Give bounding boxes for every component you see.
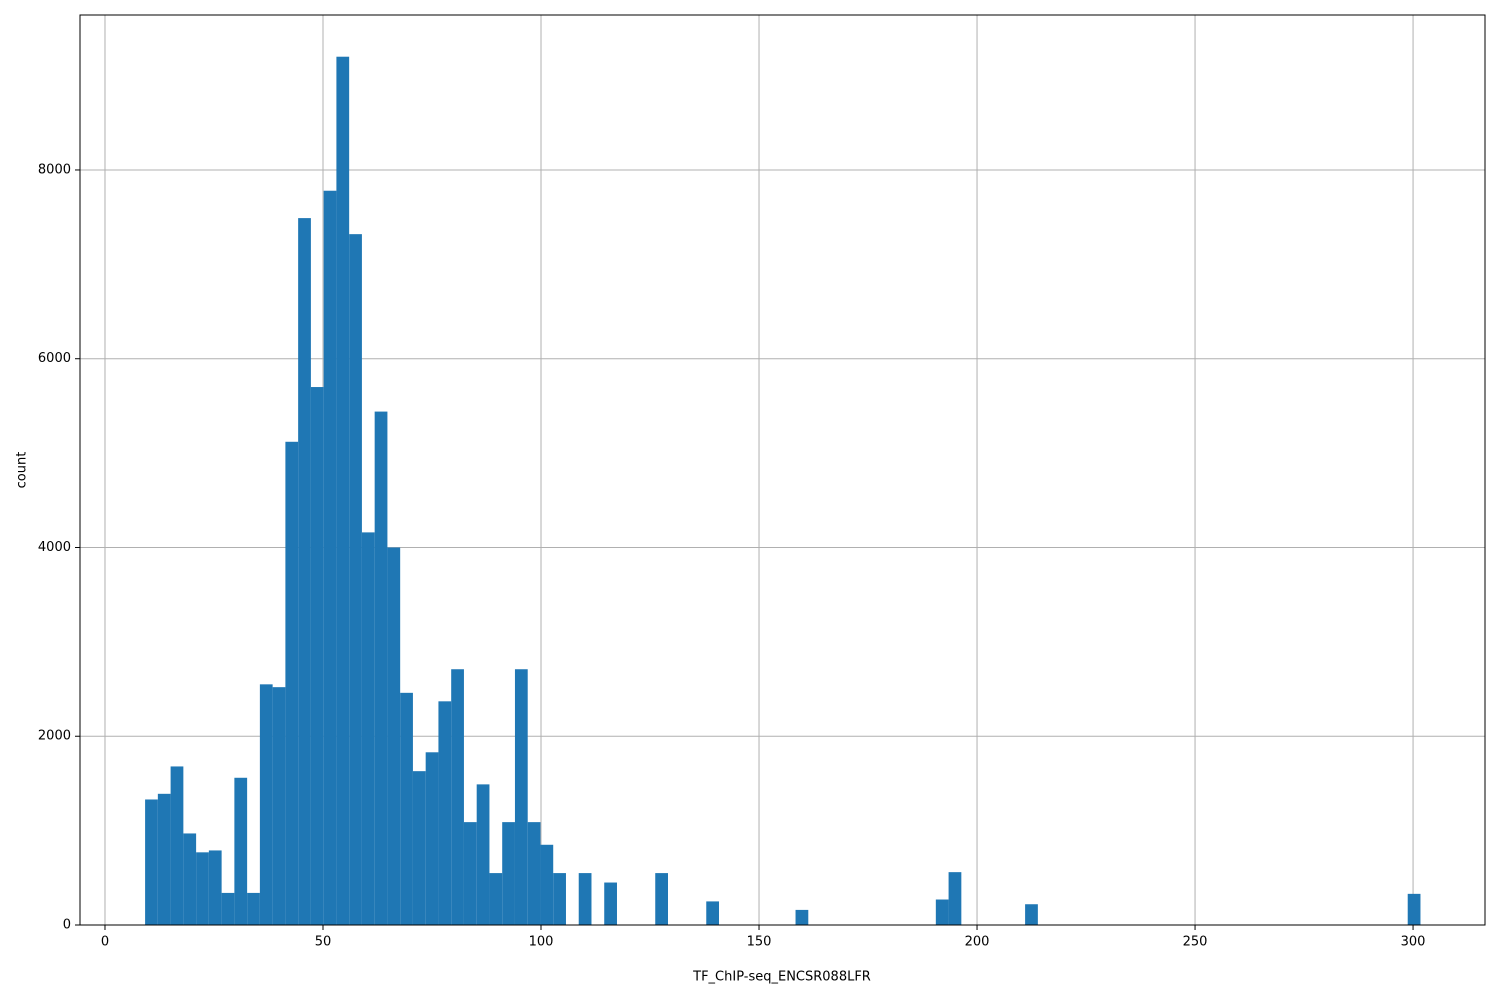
bar — [1025, 904, 1038, 925]
bar — [935, 899, 949, 925]
bar — [514, 669, 528, 925]
y-tick-label: 2000 — [38, 729, 71, 744]
bar — [183, 833, 197, 925]
bar — [502, 822, 515, 925]
x-tick-label: 300 — [1401, 935, 1426, 950]
bar — [272, 687, 286, 925]
y-axis-label: count — [15, 452, 30, 489]
y-tick-label: 8000 — [38, 162, 71, 177]
y-tick-label: 4000 — [38, 540, 71, 555]
y-tick-label: 0 — [63, 918, 71, 933]
bar — [655, 873, 669, 925]
bar — [604, 882, 617, 925]
bar — [221, 892, 235, 925]
bar — [247, 892, 260, 925]
bar — [578, 873, 592, 925]
bar — [259, 684, 273, 925]
x-tick-label: 50 — [315, 935, 332, 950]
bar — [463, 822, 477, 925]
bar — [948, 872, 962, 925]
bar — [208, 850, 222, 925]
bar — [1407, 893, 1421, 925]
bar — [795, 909, 809, 925]
bar — [540, 844, 554, 925]
bar — [489, 873, 503, 925]
bar — [706, 901, 720, 925]
bar — [527, 822, 541, 925]
x-tick-label: 0 — [101, 935, 109, 950]
bar — [285, 441, 299, 925]
x-tick-label: 200 — [965, 935, 990, 950]
bar — [170, 766, 184, 925]
bar — [196, 852, 209, 925]
y-tick-label: 6000 — [38, 351, 71, 366]
bar — [361, 532, 375, 925]
x-axis-label: TF_ChIP-seq_ENCSR088LFR — [692, 970, 871, 985]
bar — [425, 752, 439, 925]
bar — [553, 873, 566, 925]
bar — [145, 799, 158, 925]
bar — [310, 387, 324, 925]
bar — [157, 793, 171, 925]
bar — [374, 411, 388, 925]
bar — [298, 218, 311, 925]
bar — [476, 784, 490, 925]
bar — [451, 669, 464, 925]
bar — [387, 547, 401, 925]
bar — [323, 190, 337, 925]
bar — [412, 771, 426, 925]
bar — [234, 777, 248, 925]
x-tick-label: 100 — [529, 935, 554, 950]
plot-frame — [79, 14, 1486, 926]
bar — [349, 234, 362, 926]
bar — [438, 701, 452, 925]
bar — [400, 692, 413, 925]
x-tick-label: 150 — [747, 935, 772, 950]
x-tick-label: 250 — [1183, 935, 1208, 950]
bar — [336, 56, 350, 926]
